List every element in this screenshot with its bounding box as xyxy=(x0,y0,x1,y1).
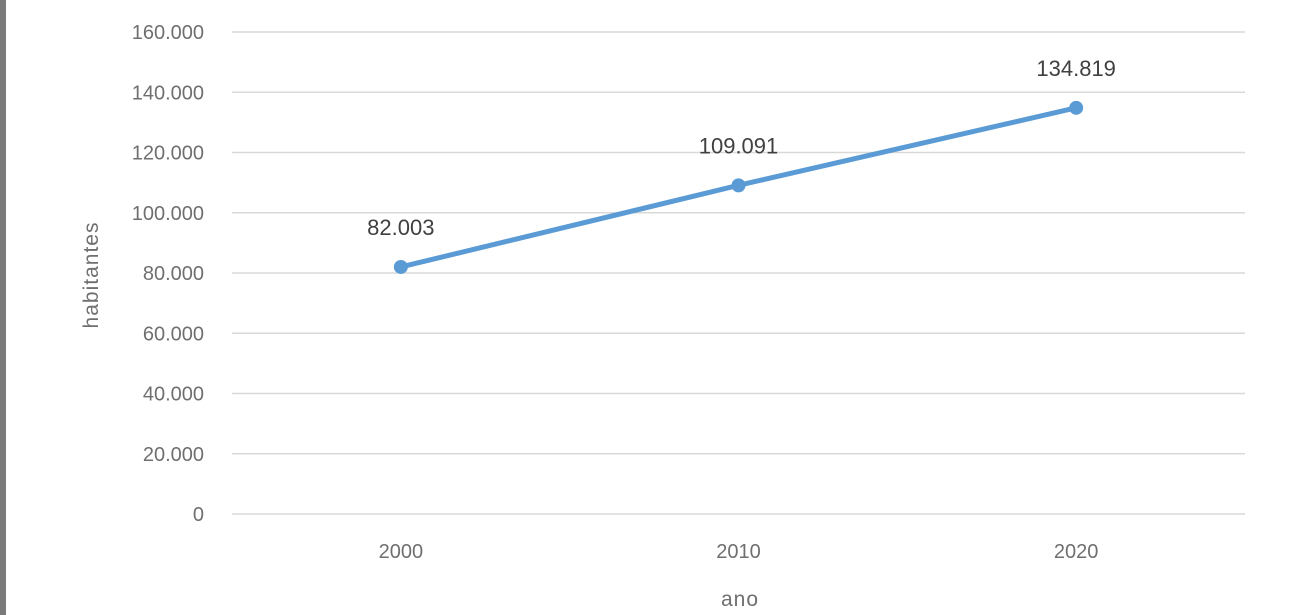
x-axis-title: ano xyxy=(721,588,759,611)
series-habitantes: 82.003 109.091 134.819 xyxy=(367,56,1116,274)
y-tick-label: 0 xyxy=(193,504,204,526)
y-tick-label: 20.000 xyxy=(143,444,204,466)
y-axis-title: habitantes xyxy=(80,222,103,329)
data-point xyxy=(1069,100,1084,115)
data-point xyxy=(731,178,746,193)
data-point xyxy=(393,259,408,274)
y-tick-label: 160.000 xyxy=(132,22,204,44)
y-tick-label: 140.000 xyxy=(132,82,204,104)
y-tick-label: 80.000 xyxy=(143,263,204,285)
y-tick-label: 60.000 xyxy=(143,323,204,345)
grid-lines xyxy=(232,31,1245,515)
y-axis-ticks: 0 20.000 40.000 60.000 80.000 100.000 120.000 1… xyxy=(132,22,204,526)
x-tick-label: 2020 xyxy=(1054,541,1099,563)
x-axis-ticks: 2000 2010 2020 xyxy=(379,541,1099,563)
x-tick-label: 2010 xyxy=(716,541,761,563)
x-tick-label: 2000 xyxy=(379,541,424,563)
y-tick-label: 100.000 xyxy=(132,203,204,225)
y-tick-label: 40.000 xyxy=(143,384,204,406)
left-border-bar xyxy=(0,0,6,615)
data-label: 109.091 xyxy=(699,133,779,158)
y-tick-label: 120.000 xyxy=(132,143,204,165)
data-label: 82.003 xyxy=(367,215,434,240)
data-label: 134.819 xyxy=(1036,56,1116,81)
